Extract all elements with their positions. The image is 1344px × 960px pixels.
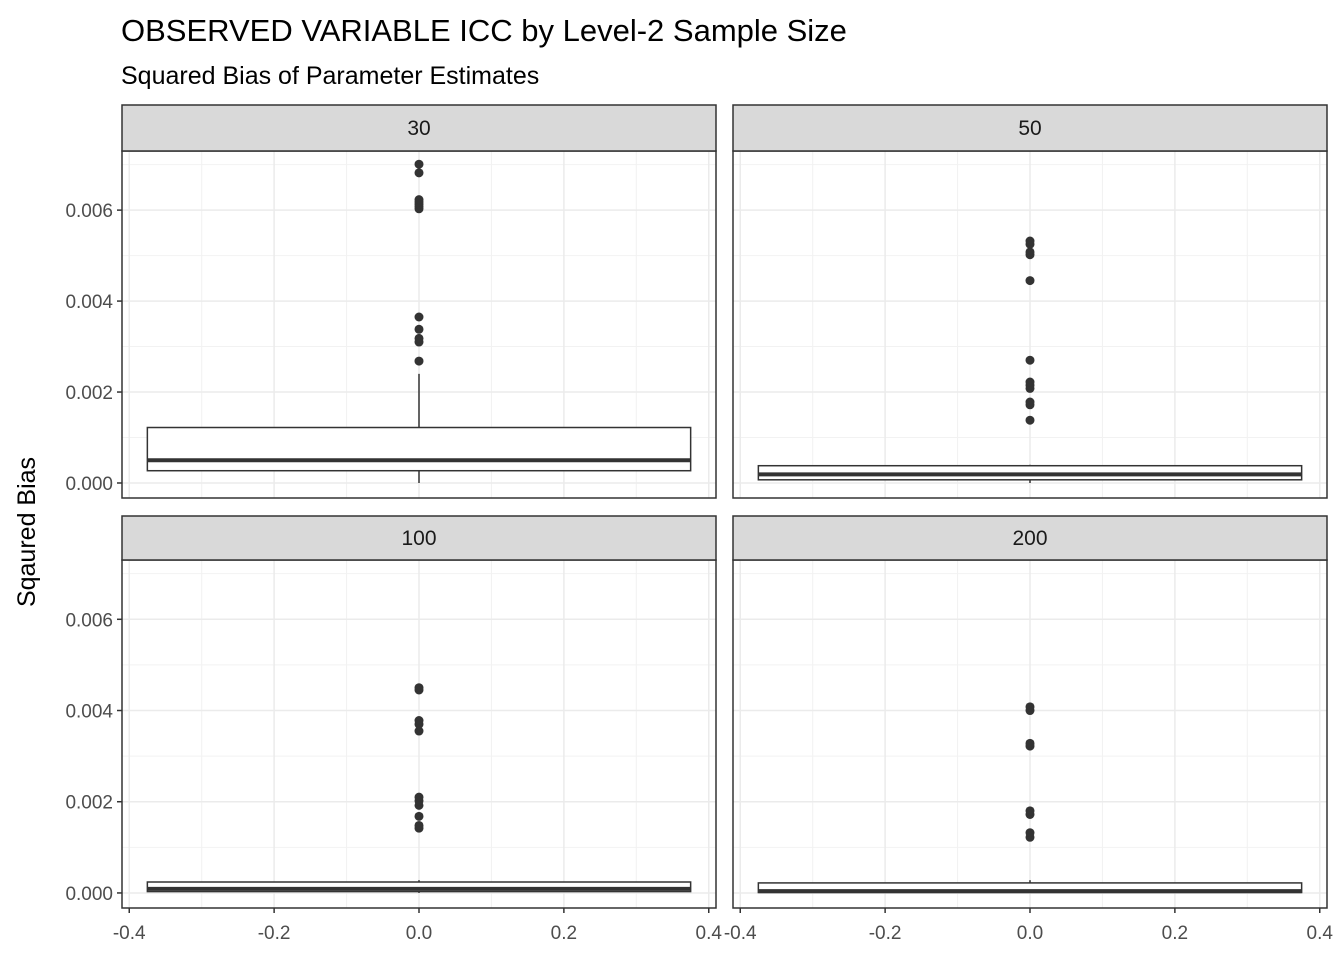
outlier-point [1025,828,1035,838]
y-tick-label: 0.002 [65,383,113,404]
outlier-point [414,312,424,322]
facet-strip [732,515,1328,561]
y-tick-label: 0.004 [65,702,113,723]
outlier-point [1025,355,1035,365]
x-tick-label: 0.2 [1162,923,1188,944]
box-iqr [146,881,692,893]
outlier-point [414,333,424,343]
facet-panel-50: 50 [732,104,1328,499]
outlier-point [414,716,424,726]
outlier-point [414,820,424,830]
outlier-point [1025,397,1035,407]
facet-strip-label: 200 [1012,527,1047,550]
y-tick-label: 0.006 [65,201,113,222]
outlier-point [414,726,424,736]
x-tick-label: 0.4 [696,923,723,944]
x-tick-label: 0.4 [1307,923,1334,944]
chart-title: OBSERVED VARIABLE ICC by Level-2 Sample … [121,13,847,48]
y-tick-label: 0.000 [65,884,113,905]
facet-strip-label: 50 [1018,117,1041,140]
facet-panel-200: 200 -0.4 -0.2 0.0 0.2 0.4 [724,515,1334,944]
outlier-point [1025,236,1035,246]
outlier-point [1025,276,1035,286]
facet-strip-label: 100 [401,527,436,550]
facet-strip [732,104,1328,152]
x-tick-label: 0.0 [1017,923,1043,944]
facet-panel-30: 30 0.000 0.002 0.004 0.006 [65,104,717,499]
x-tick-label: 0.2 [551,923,577,944]
chart-subtitle: Squared Bias of Parameter Estimates [121,62,539,90]
outlier-point [414,356,424,366]
x-tick-label: -0.2 [869,923,902,944]
x-tick-label: -0.2 [258,923,291,944]
outlier-point [1025,377,1035,387]
facet-strip [121,515,717,561]
outlier-point [1025,702,1035,712]
outlier-point [414,159,424,169]
outlier-point [414,792,424,802]
y-tick-label: 0.000 [65,474,113,495]
outlier-point [1025,806,1035,816]
outlier-point [414,324,424,334]
facet-strip-label: 30 [407,117,430,140]
outlier-point [1025,247,1035,257]
outlier-point [1025,415,1035,425]
box-iqr [146,426,692,472]
facet-panel-100: 100 0.000 0.002 0.004 0.006 -0.4 -0.2 0.0 0.2 0.4 [65,515,723,944]
x-tick-label: -0.4 [724,923,757,944]
facet-strip [121,104,717,152]
y-tick-label: 0.006 [65,610,113,631]
y-axis-label: Sqaured Bias [13,457,41,607]
outlier-point [414,195,424,205]
outlier-point [414,168,424,178]
x-tick-label: 0.0 [406,923,432,944]
outlier-point [1025,738,1035,748]
outlier-point [414,683,424,693]
y-tick-label: 0.002 [65,793,113,814]
x-tick-label: -0.4 [113,923,146,944]
y-tick-label: 0.004 [65,292,113,313]
outlier-point [414,811,424,821]
facet-panels: 30 0.000 0.002 0.004 0.006 50 100 0.000 0.002 0.0… [65,104,1334,944]
